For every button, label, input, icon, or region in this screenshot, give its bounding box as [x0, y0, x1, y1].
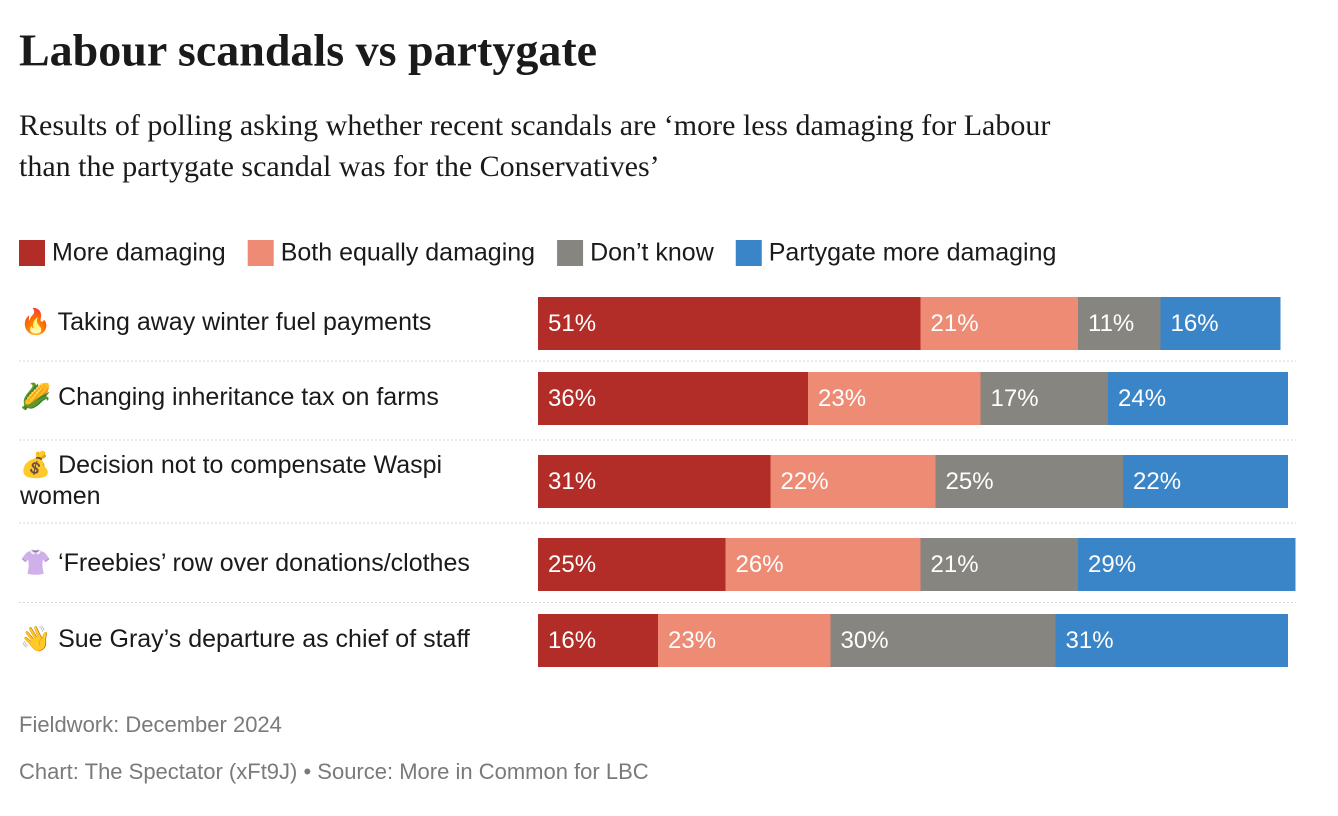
- bar-segment: [920, 538, 1078, 591]
- bar-segment: [1123, 455, 1288, 508]
- value-label: 21%: [931, 551, 979, 578]
- bar-segment: [1078, 538, 1296, 591]
- row-label: 💰 Decision not to compensate Waspi women: [19, 450, 442, 510]
- row-label: 🌽 Changing inheritance tax on farms: [20, 381, 439, 411]
- value-label: 16%: [1171, 310, 1219, 337]
- value-label: 25%: [548, 551, 596, 578]
- value-label: 11%: [1088, 310, 1134, 337]
- bar-segment: [920, 297, 1078, 350]
- value-label: 51%: [548, 310, 596, 337]
- legend-text: Partygate more damaging: [769, 239, 1057, 267]
- legend-swatch: [735, 240, 762, 266]
- row-label: 👚 ‘Freebies’ row over donations/clothes: [20, 549, 470, 577]
- chart-subtitle: than the partygate scandal was for the C…: [19, 150, 660, 183]
- note: Fieldwork: December 2024: [19, 712, 282, 737]
- value-label: 25%: [946, 468, 994, 495]
- legend-text: More damaging: [52, 239, 226, 267]
- value-label: 23%: [818, 385, 866, 412]
- bar-segment: [538, 538, 726, 591]
- row-label: 👋 Sue Gray’s departure as chief of staff: [20, 625, 470, 654]
- bar-segment: [725, 538, 921, 591]
- value-label: 17%: [991, 385, 1039, 412]
- bar-segment: [538, 297, 921, 350]
- bar-segment: [1055, 614, 1288, 667]
- legend-swatch: [557, 240, 584, 266]
- value-label: 16%: [548, 627, 596, 654]
- legend-text: Don’t know: [590, 239, 715, 267]
- bar-segment: [980, 372, 1108, 425]
- bar-segment: [1078, 297, 1161, 350]
- value-label: 36%: [548, 385, 596, 412]
- value-label: 24%: [1118, 385, 1166, 412]
- value-label: 26%: [736, 551, 784, 578]
- bar-segment: [538, 372, 808, 425]
- chart-title: Labour scandals vs partygate: [19, 25, 597, 76]
- value-label: 21%: [931, 310, 979, 337]
- value-label: 23%: [668, 627, 716, 654]
- legend-text: Both equally damaging: [281, 239, 535, 267]
- bar-segment: [538, 614, 658, 667]
- value-label: 22%: [1133, 468, 1181, 495]
- value-label: 31%: [548, 468, 596, 495]
- value-label: 30%: [841, 627, 889, 654]
- chart-subtitle: Results of polling asking whether recent…: [19, 109, 1050, 142]
- value-label: 31%: [1066, 627, 1114, 654]
- bar-segment: [935, 455, 1123, 508]
- legend-swatch: [19, 240, 45, 266]
- bar-segment: [808, 372, 981, 425]
- bar-segment: [770, 455, 936, 508]
- bar-segment: [538, 455, 771, 508]
- value-label: 29%: [1088, 551, 1136, 578]
- bar-segment: [658, 614, 831, 667]
- row-label: 🔥 Taking away winter fuel payments: [20, 307, 431, 336]
- bar-segment: [830, 614, 1056, 667]
- legend-swatch: [247, 240, 274, 266]
- bar-segment: [1160, 297, 1281, 350]
- note: Chart: The Spectator (xFt9J) • Source: M…: [19, 759, 649, 784]
- bar-segment: [1108, 372, 1288, 425]
- value-label: 22%: [781, 468, 829, 495]
